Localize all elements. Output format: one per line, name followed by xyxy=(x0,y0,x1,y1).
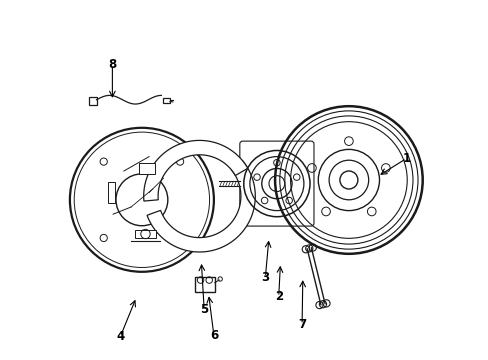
FancyBboxPatch shape xyxy=(163,98,170,103)
FancyBboxPatch shape xyxy=(88,97,96,105)
FancyBboxPatch shape xyxy=(134,230,156,238)
Text: 4: 4 xyxy=(116,330,124,343)
FancyBboxPatch shape xyxy=(107,182,115,203)
Text: 1: 1 xyxy=(402,152,410,165)
FancyBboxPatch shape xyxy=(139,163,155,174)
Text: 5: 5 xyxy=(200,303,208,316)
Polygon shape xyxy=(147,160,255,252)
Text: 3: 3 xyxy=(261,271,269,284)
Text: 8: 8 xyxy=(108,58,116,71)
FancyBboxPatch shape xyxy=(195,277,214,292)
Text: 7: 7 xyxy=(297,318,305,331)
Text: 2: 2 xyxy=(274,291,282,303)
Polygon shape xyxy=(143,140,247,201)
Text: 6: 6 xyxy=(209,329,218,342)
Circle shape xyxy=(339,171,357,189)
